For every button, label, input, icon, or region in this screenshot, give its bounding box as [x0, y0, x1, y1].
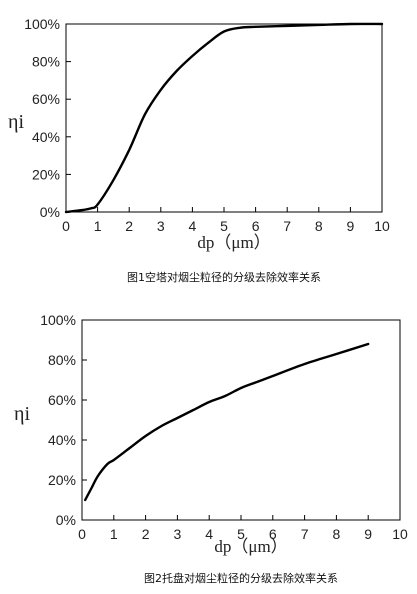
y-tick-label: 100%	[24, 16, 60, 32]
x-tick-label: 1	[110, 526, 118, 542]
x-tick-label: 7	[301, 526, 309, 542]
x-tick-label: 10	[374, 218, 390, 234]
chart-1: 0% 20% 40% 60% 80% 100% 0 1 2 3 4 5 6 7 8 9 10 dp（μm） ηi 图1…	[8, 16, 390, 284]
x-tick-label: 4	[205, 526, 213, 542]
x-tick-label: 2	[125, 218, 133, 234]
x-tick-label: 6	[269, 526, 277, 542]
y-axis-title: ηi	[14, 403, 30, 425]
y-tick-label: 0%	[56, 512, 76, 528]
series-line	[64, 22, 384, 214]
y-tick-label: 80%	[48, 352, 76, 368]
plot-frame	[65, 23, 383, 213]
x-tick-label: 4	[189, 218, 197, 234]
x-tick-label: 7	[283, 218, 291, 234]
y-tick-label: 40%	[48, 432, 76, 448]
x-axis-title: dp（μm）	[214, 537, 287, 556]
y-axis-title: ηi	[8, 111, 24, 133]
x-tick-label: 0	[78, 526, 86, 542]
x-tick-label: 1	[94, 218, 102, 234]
y-tick-label: 100%	[40, 312, 76, 328]
x-tick-label: 6	[252, 218, 260, 234]
x-axis-title: dp（μm）	[197, 233, 270, 252]
series-line	[83, 342, 370, 502]
x-tick-label: 8	[315, 218, 323, 234]
x-tick-label: 3	[157, 218, 165, 234]
y-tick-label: 40%	[32, 129, 60, 145]
y-tick-label: 60%	[48, 392, 76, 408]
y-tick-label: 60%	[32, 91, 60, 107]
chart-2: 0% 20% 40% 60% 80% 100% 0 1 2 3 4 5 6 7 8 9 10 dp（μm） ηi 图2…	[14, 312, 408, 585]
x-tick-label: 10	[392, 526, 408, 542]
x-tick-label: 9	[364, 526, 372, 542]
figure-caption: 图1空塔对烟尘粒径的分级去除效率关系	[127, 270, 321, 284]
x-tick-label: 8	[333, 526, 341, 542]
y-tick-label: 80%	[32, 54, 60, 70]
x-tick-label: 3	[174, 526, 182, 542]
y-tick-label: 20%	[48, 472, 76, 488]
y-tick-label: 20%	[32, 166, 60, 182]
x-tick-label: 2	[142, 526, 150, 542]
x-tick-label: 5	[220, 218, 228, 234]
x-tick-label: 9	[347, 218, 355, 234]
x-tick-label: 0	[62, 218, 70, 234]
figure-caption: 图2托盘对烟尘粒径的分级去除效率关系	[144, 571, 338, 585]
y-tick-label: 0%	[40, 204, 60, 220]
x-tick-label: 5	[237, 526, 245, 542]
